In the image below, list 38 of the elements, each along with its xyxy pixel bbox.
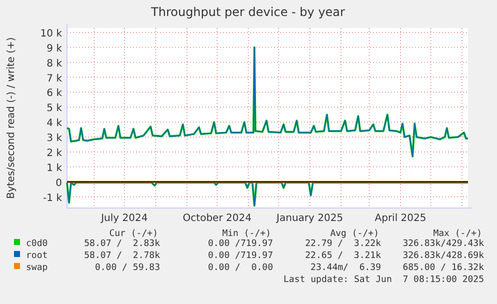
y-axis-title: Bytes/second read (-) / write (+) [6,37,17,199]
text: 58.07 / 2.83k [84,239,161,249]
x-tick-label: April 2025 [374,213,426,224]
chart-title: Throughput per device - by year [150,5,346,19]
legend-label: swap [26,263,48,273]
text: 0.00 /719.97 [208,239,273,249]
legend-label: c0d0 [26,239,48,249]
y-tick-label: 7 k [46,73,62,84]
text: 58.07 / 2.78k [84,251,161,261]
text: 326.83k/428.69k [402,251,485,261]
y-tick-label: 3 k [46,133,62,144]
x-tick-label: October 2024 [182,213,252,224]
text: Last update: Sat Jun 7 08:15:00 2025 [284,275,484,285]
text: 23.44m/ 6.39 [310,263,381,273]
text: 22.65 / 3.21k [305,251,382,261]
y-tick-label: 9 k [46,43,62,54]
text: 0.00 /719.97 [208,251,273,261]
x-tick-label: January 2025 [276,213,344,224]
x-tick-label: July 2024 [100,213,148,224]
text: 326.83k/429.43k [402,239,485,249]
y-tick-label: 2 k [46,148,62,159]
y-tick-label: 8 k [46,58,62,70]
y-tick-label: 4 k [46,118,62,130]
y-tick-label: 6 k [46,88,62,100]
y-tick-label: 1 k [46,162,62,174]
legend-label: root [26,251,48,261]
text: Max (-/+) [433,229,482,239]
y-tick-label: -1 k [43,192,62,204]
text: 685.00 / 16.32k [402,263,485,273]
text: Min (-/+) [222,229,271,239]
text: Avg (-/+) [330,229,379,239]
y-tick-label: 5 k [46,103,62,114]
text: 0.00 / 59.83 [94,263,160,273]
text: Cur (-/+) [109,229,158,239]
y-tick-label: 10 k [40,28,62,40]
y-tick-label: 0 [56,178,62,189]
text: 0.00 / 0.00 [208,263,273,273]
text: 22.79 / 3.22k [305,239,382,249]
